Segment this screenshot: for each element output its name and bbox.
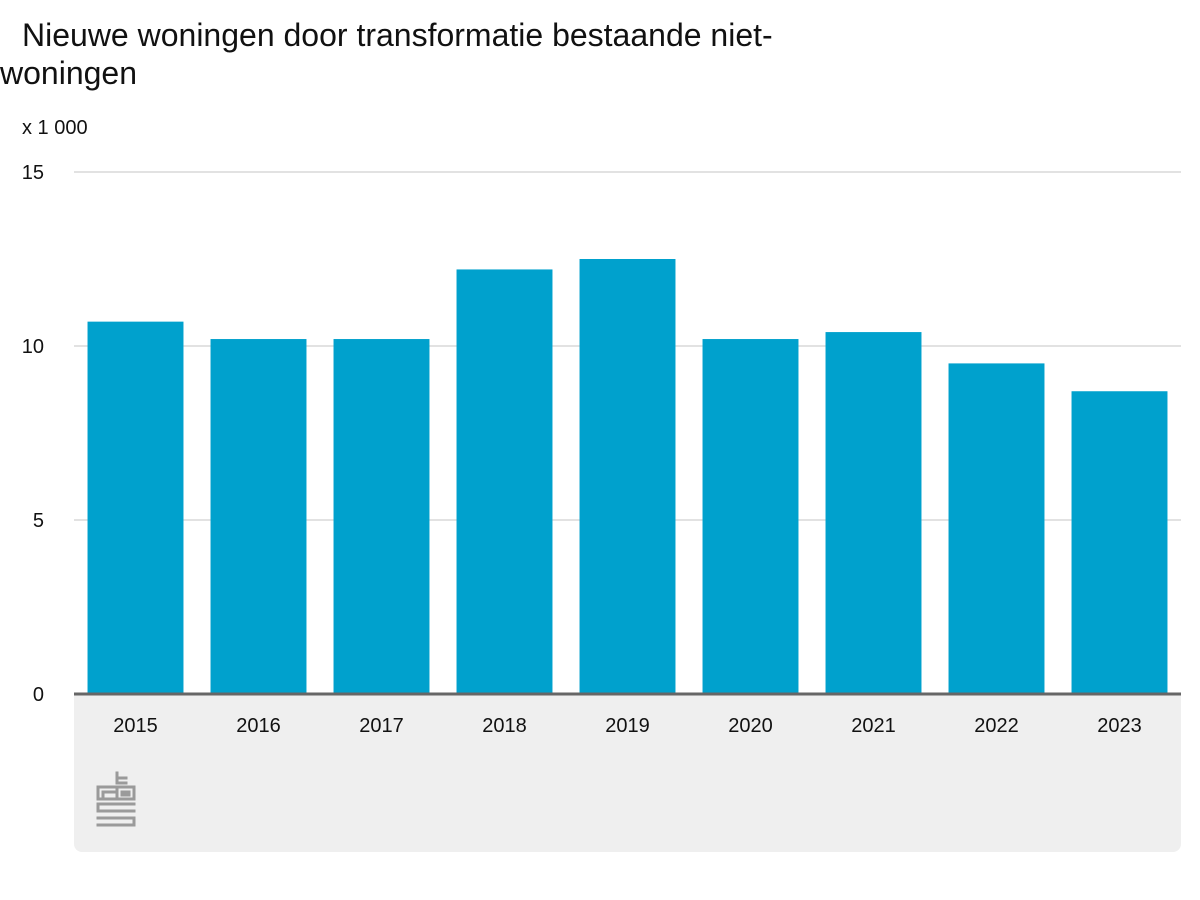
x-axis-footer-panel [74,694,1181,852]
x-category-label: 2015 [113,715,158,737]
bar-2015 [87,321,184,694]
bar-2022 [948,363,1045,694]
x-category-label: 2020 [728,715,773,737]
bar-2021 [825,332,922,694]
x-category-label: 2022 [974,715,1019,737]
bar-2020 [702,339,799,694]
y-tick-label: 0 [33,684,44,706]
x-category-label: 2016 [236,715,281,737]
bar-2017 [333,339,430,694]
x-category-label: 2023 [1097,715,1142,737]
cbs-logo [96,771,136,827]
x-category-label: 2018 [482,715,527,737]
x-category-label: 2019 [605,715,650,737]
y-axis-ticks: 0 5 10 15 [22,162,44,706]
y-tick-label: 5 [33,510,44,532]
x-axis-categories: 2015 2016 2017 2018 2019 2020 2021 2022 2023 [113,715,1142,737]
x-category-label: 2017 [359,715,404,737]
bar-2016 [210,339,307,694]
bar-2018 [456,269,553,694]
y-tick-label: 15 [22,162,44,184]
x-category-label: 2021 [851,715,896,737]
y-tick-label: 10 [22,336,44,358]
bar-2023 [1071,391,1168,694]
chart-title: Nieuwe woningen door transformatie besta… [0,17,773,91]
bars [87,259,1168,694]
bar-2019 [579,259,676,694]
y-axis-unit-label: x 1 000 [22,117,88,139]
